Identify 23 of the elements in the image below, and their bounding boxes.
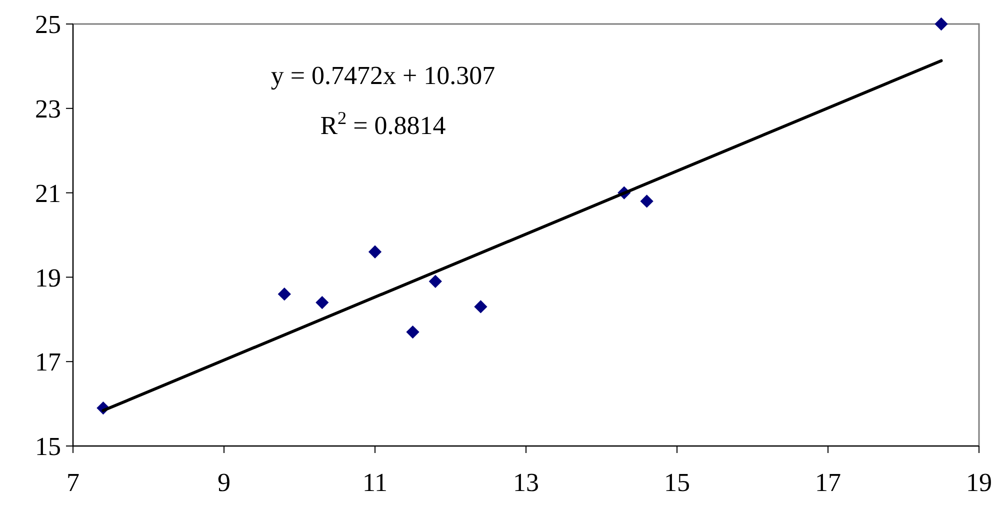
point: [640, 194, 654, 208]
x-tick-label: 13: [513, 468, 539, 497]
x-tick-label: 7: [66, 468, 80, 497]
point: [278, 288, 291, 301]
point: [474, 300, 488, 314]
point: [406, 325, 420, 339]
x-tick-label: 19: [966, 468, 992, 497]
point: [428, 274, 442, 288]
annotation: y = 0.7472x + 10.307: [270, 61, 496, 90]
point: [316, 296, 329, 310]
y-tick-label: 21: [35, 178, 61, 208]
y-tick-label: 17: [35, 348, 61, 377]
y-tick-label: 19: [35, 263, 61, 292]
x-tick-label: 9: [218, 468, 230, 497]
y-tick-label: 23: [35, 94, 61, 124]
point: [368, 245, 382, 258]
x-tick-label: 15: [664, 468, 690, 497]
x-tick-label: 11: [362, 468, 388, 497]
y-tick-label: 25: [35, 10, 61, 40]
annotation: R$^{2}$ = 0.8814: [320, 108, 446, 140]
y-tick-label: 15: [35, 432, 61, 462]
x-tick-label: 17: [815, 468, 841, 497]
point: [934, 17, 948, 31]
